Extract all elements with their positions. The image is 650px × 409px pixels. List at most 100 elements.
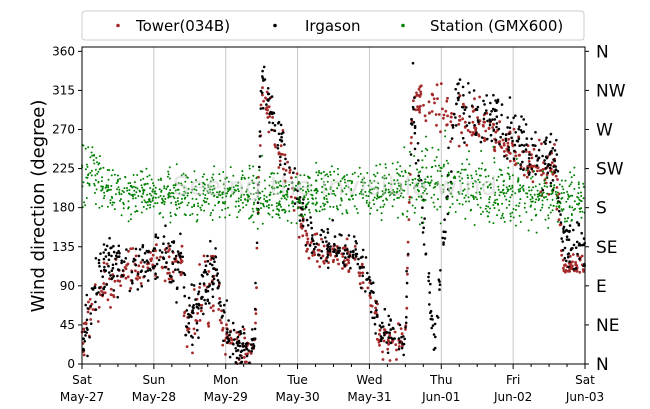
data-point <box>576 252 579 256</box>
data-point <box>449 192 452 195</box>
data-point <box>297 197 300 200</box>
data-point <box>396 161 399 164</box>
data-point <box>278 202 280 205</box>
data-point <box>264 187 267 190</box>
data-point <box>102 257 106 261</box>
data-point <box>184 192 187 194</box>
data-point <box>169 221 172 224</box>
data-point <box>154 190 156 193</box>
data-point <box>376 191 379 194</box>
compass-label: E <box>596 277 607 297</box>
data-point <box>428 182 431 185</box>
data-point <box>390 336 393 340</box>
data-point <box>268 184 271 187</box>
data-point <box>107 253 111 257</box>
data-point <box>268 198 271 201</box>
data-point <box>277 121 280 125</box>
data-point <box>85 326 89 330</box>
data-point <box>422 243 426 246</box>
data-point <box>276 144 280 147</box>
data-point <box>276 192 279 195</box>
data-point <box>447 146 450 150</box>
data-point <box>457 122 461 126</box>
data-point <box>428 303 431 306</box>
data-point <box>372 173 375 176</box>
data-point <box>177 182 180 185</box>
data-point <box>580 216 583 219</box>
data-point <box>299 174 302 177</box>
data-point <box>374 306 377 310</box>
data-point <box>212 209 214 212</box>
data-point <box>283 143 286 146</box>
data-point <box>381 350 384 354</box>
data-point <box>261 154 263 157</box>
data-point <box>180 174 183 177</box>
data-point <box>369 310 373 314</box>
data-point <box>471 131 475 134</box>
data-point <box>160 179 163 181</box>
data-point <box>525 169 528 172</box>
data-point <box>517 177 520 180</box>
data-point <box>436 183 439 186</box>
data-point <box>251 179 254 182</box>
x-tick-day: Sat <box>72 373 92 387</box>
data-point <box>350 195 353 198</box>
data-point <box>157 178 160 181</box>
data-point <box>305 241 309 245</box>
data-point <box>398 323 402 327</box>
data-point <box>261 75 264 78</box>
data-point <box>331 247 335 251</box>
data-point <box>528 189 531 192</box>
data-point <box>419 104 422 108</box>
data-point <box>389 318 392 321</box>
data-point <box>521 160 524 164</box>
data-point <box>329 245 332 248</box>
data-point <box>164 251 168 254</box>
data-point <box>202 182 205 185</box>
data-point <box>168 166 171 169</box>
data-point <box>145 167 148 170</box>
data-point <box>154 235 157 239</box>
data-point <box>163 200 166 203</box>
series-2 <box>81 129 586 234</box>
data-point <box>104 269 107 273</box>
data-point <box>130 270 134 274</box>
data-point <box>312 247 316 251</box>
data-point <box>396 179 399 182</box>
data-point <box>198 282 202 286</box>
data-point <box>468 130 472 134</box>
data-point <box>259 192 262 195</box>
data-point <box>580 191 582 194</box>
data-point <box>436 180 439 183</box>
data-point <box>255 191 258 194</box>
data-point <box>393 191 396 193</box>
data-point <box>574 261 577 264</box>
data-point <box>410 117 413 121</box>
data-point <box>458 114 462 118</box>
data-point <box>541 206 544 209</box>
data-point <box>482 99 485 103</box>
data-point <box>182 286 186 289</box>
data-point <box>174 254 178 258</box>
data-point <box>87 174 89 177</box>
data-point <box>328 217 331 220</box>
data-point <box>101 185 104 188</box>
data-point <box>317 253 320 256</box>
data-point <box>242 328 246 331</box>
data-point <box>134 197 137 200</box>
data-point <box>434 113 438 116</box>
data-point <box>375 300 378 303</box>
data-point <box>86 182 89 185</box>
data-point <box>458 94 462 97</box>
data-point <box>376 194 379 196</box>
data-point <box>277 132 281 136</box>
scatter-points <box>80 61 586 365</box>
data-point <box>361 274 365 278</box>
data-point <box>94 179 97 182</box>
x-tick-date: May-27 <box>60 390 104 404</box>
data-point <box>155 262 159 266</box>
data-point <box>454 87 458 91</box>
data-point <box>543 179 546 182</box>
data-point <box>384 163 387 166</box>
data-point <box>114 254 118 257</box>
